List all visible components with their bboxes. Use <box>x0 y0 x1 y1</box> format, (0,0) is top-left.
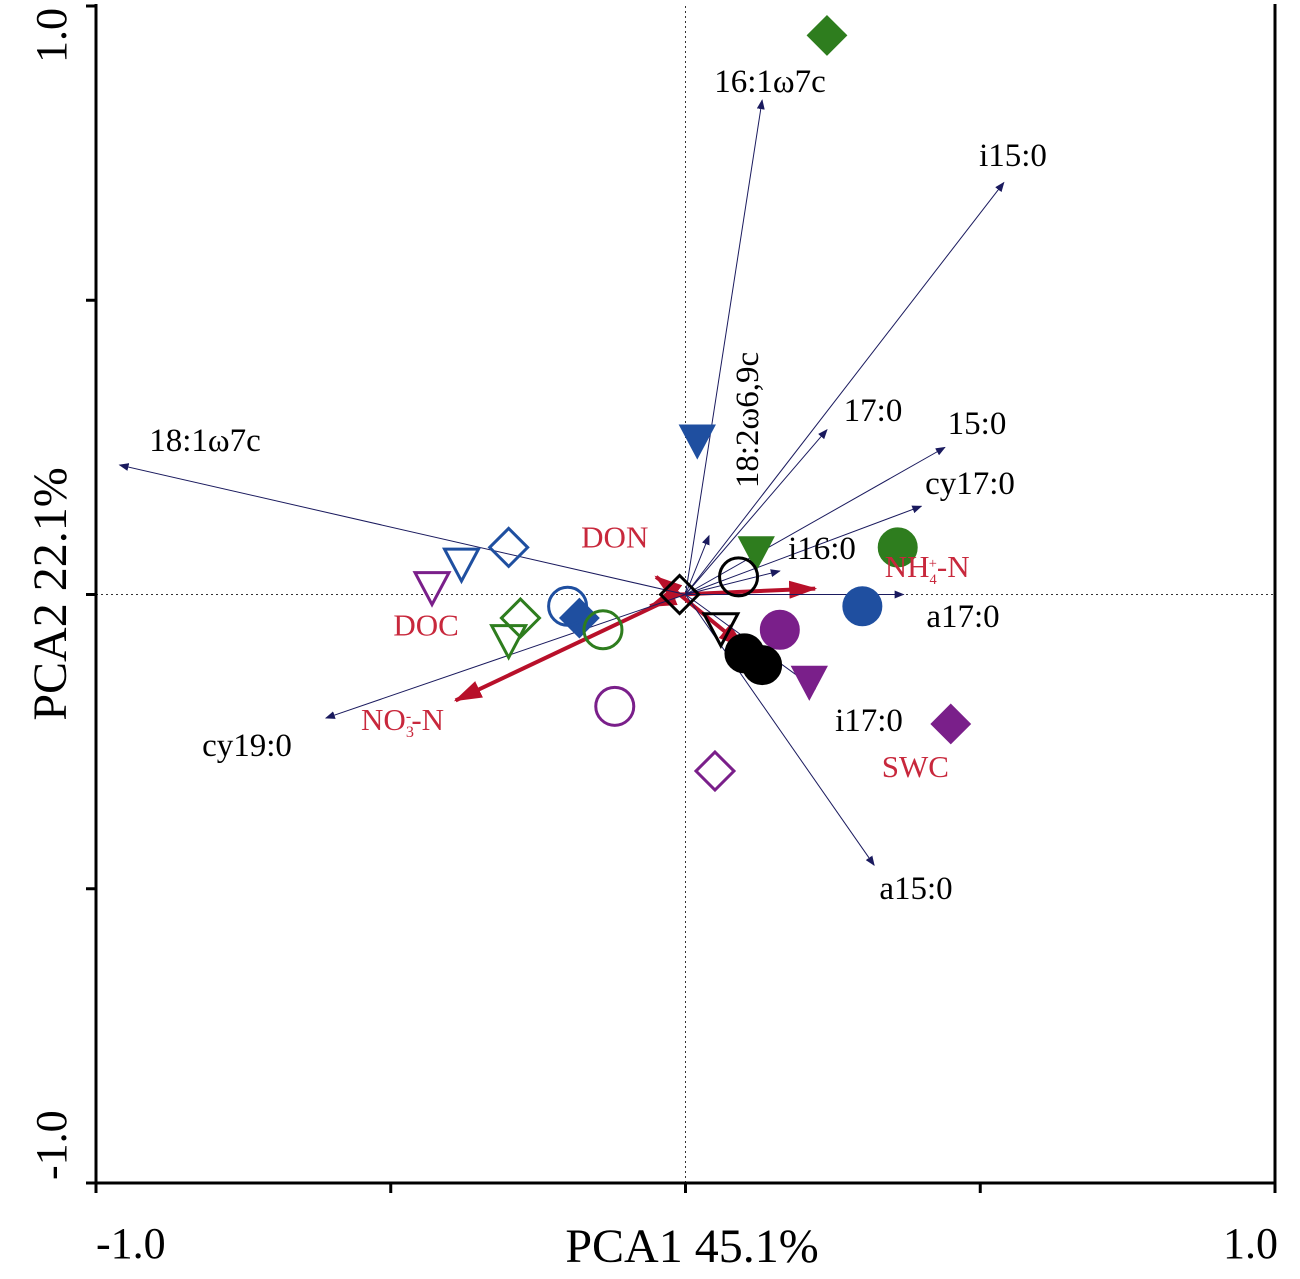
sample-triangle <box>790 665 828 701</box>
species-arrow-6 <box>685 505 923 595</box>
sample-diamond <box>487 526 530 569</box>
species-arrow-5 <box>685 446 946 595</box>
env-label-1: DOC <box>393 608 458 643</box>
species-label-11: cy19:0 <box>202 728 292 764</box>
species-arrow-11 <box>324 594 686 719</box>
x-axis-title: PCA1 45.1% <box>565 1220 818 1273</box>
species-label-1: i15:0 <box>979 138 1047 174</box>
env-label-4: SWC <box>882 749 949 784</box>
species-labels: 16:1ω7c i15:0 18:1ω7c 18:2ω6,9c 17:0 15:0 cy17… <box>149 64 1047 907</box>
sample-diamond <box>558 597 600 639</box>
species-label-2: 18:1ω7c <box>149 423 261 459</box>
sample-points <box>412 15 972 793</box>
env-label-3: NH4+-N <box>885 549 970 588</box>
species-label-4: 17:0 <box>844 393 903 429</box>
y-axis-title: PCA2 22.1% <box>24 467 77 720</box>
y-tick-label-min: -1.0 <box>27 1110 76 1180</box>
species-arrow-4 <box>685 428 828 595</box>
sample-diamond <box>806 15 848 56</box>
sample-diamond <box>930 703 972 745</box>
species-arrow-2 <box>118 463 686 595</box>
species-arrow-7 <box>685 569 781 595</box>
species-label-3: 18:2ω6,9c <box>730 352 766 488</box>
sample-circle <box>742 645 783 686</box>
sample-triangle <box>737 536 775 572</box>
sample-triangle <box>412 571 452 608</box>
sample-diamond <box>693 749 737 793</box>
species-label-9: i17:0 <box>835 703 903 739</box>
sample-circle <box>582 609 624 651</box>
y-tick-label-max: 1.0 <box>27 8 76 63</box>
species-label-10: a15:0 <box>879 871 952 907</box>
sample-circle <box>594 685 636 727</box>
x-tick-label-min: -1.0 <box>96 1219 166 1268</box>
env-arrow-3 <box>679 580 818 599</box>
species-label-5: 15:0 <box>948 406 1007 442</box>
sample-circle <box>547 585 589 627</box>
sample-diamond <box>658 573 701 616</box>
x-tick-label-max: 1.0 <box>1223 1219 1278 1268</box>
env-arrow-2 <box>453 592 681 703</box>
sample-triangle <box>489 624 529 661</box>
sample-circle <box>842 586 883 627</box>
species-label-7: i16:0 <box>788 531 856 567</box>
env-labels: DON DOC NO3--N NH4+-N SWC <box>361 519 970 784</box>
species-arrows <box>118 99 1005 867</box>
sample-circle <box>877 527 918 568</box>
sample-diamond <box>499 596 542 640</box>
axis-ticks <box>86 4 1277 1193</box>
sample-circle <box>759 609 800 650</box>
env-label-2: NO3--N <box>361 702 444 741</box>
species-arrow-1 <box>685 181 1005 595</box>
species-label-6: cy17:0 <box>925 466 1015 502</box>
sample-triangle <box>441 547 481 585</box>
sample-triangle <box>678 424 716 460</box>
sample-circle <box>718 556 760 598</box>
species-label-8: a17:0 <box>926 599 999 635</box>
reference-lines <box>96 6 1275 1183</box>
species-arrow-0 <box>685 99 765 595</box>
sample-triangle <box>701 612 741 650</box>
species-label-0: 16:1ω7c <box>714 64 826 100</box>
env-label-0: DON <box>581 519 648 554</box>
